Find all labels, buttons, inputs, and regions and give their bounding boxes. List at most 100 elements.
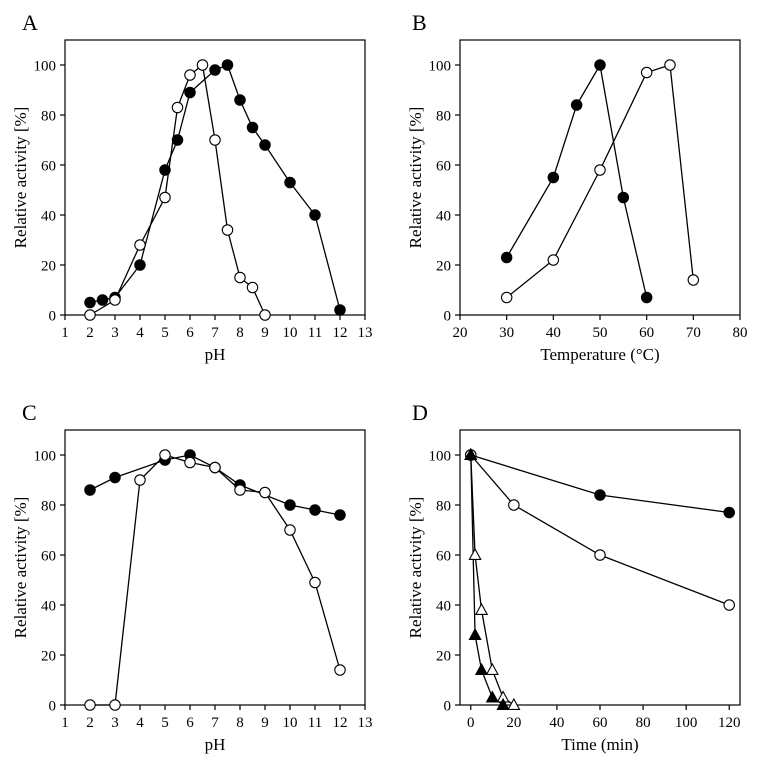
marker-open: [501, 292, 511, 302]
panel-A: A12345678910111213020406080100pHRelative…: [11, 10, 373, 364]
marker-filled: [595, 60, 605, 70]
marker-open: [110, 295, 120, 305]
xtick-label: 80: [636, 715, 651, 731]
marker-filled: [97, 295, 107, 305]
marker-open-circle: [595, 550, 605, 560]
ytick-label: 80: [41, 498, 56, 514]
xtick-label: 4: [136, 325, 144, 341]
marker-open: [260, 310, 270, 320]
xtick-label: 4: [136, 715, 144, 731]
xtick-label: 20: [453, 325, 468, 341]
marker-filled-triangle: [469, 629, 480, 639]
xtick-label: 0: [467, 715, 475, 731]
marker-filled: [641, 292, 651, 302]
marker-filled: [571, 100, 581, 110]
ytick-label: 0: [444, 698, 452, 714]
marker-filled: [135, 260, 145, 270]
xtick-label: 8: [236, 325, 244, 341]
marker-filled: [335, 305, 345, 315]
marker-open: [160, 192, 170, 202]
marker-filled: [335, 510, 345, 520]
xtick-label: 100: [675, 715, 698, 731]
ytick-label: 60: [436, 158, 451, 174]
marker-filled: [185, 87, 195, 97]
marker-filled: [110, 472, 120, 482]
ylabel: Relative activity [%]: [406, 107, 425, 249]
panel-D: D020406080100120020406080100Time (min)Re…: [406, 400, 740, 754]
marker-open: [641, 67, 651, 77]
marker-filled: [310, 210, 320, 220]
marker-open: [235, 485, 245, 495]
marker-filled: [285, 177, 295, 187]
ytick-label: 80: [436, 108, 451, 124]
ytick-label: 0: [49, 698, 57, 714]
marker-filled: [247, 122, 257, 132]
series-line-open-circle: [471, 455, 729, 605]
xlabel: pH: [205, 735, 226, 754]
marker-filled: [501, 252, 511, 262]
marker-filled-triangle: [476, 664, 487, 674]
ytick-label: 0: [49, 308, 57, 324]
marker-open: [85, 310, 95, 320]
marker-open: [235, 272, 245, 282]
marker-open: [247, 282, 257, 292]
panel-B: B20304050607080020406080100Temperature (…: [406, 10, 748, 364]
ytick-label: 60: [41, 548, 56, 564]
xtick-label: 1: [61, 715, 69, 731]
xtick-label: 30: [499, 325, 514, 341]
marker-open: [688, 275, 698, 285]
series-line-open: [507, 65, 694, 298]
xtick-label: 13: [358, 325, 373, 341]
xtick-label: 1: [61, 325, 69, 341]
xlabel: pH: [205, 345, 226, 364]
marker-open: [210, 135, 220, 145]
marker-open: [548, 255, 558, 265]
marker-open: [135, 240, 145, 250]
marker-filled: [160, 165, 170, 175]
ytick-label: 20: [436, 258, 451, 274]
axes-box: [460, 40, 740, 315]
ytick-label: 40: [41, 208, 56, 224]
xtick-label: 40: [549, 715, 564, 731]
xtick-label: 9: [261, 325, 269, 341]
panel-C: C12345678910111213020406080100pHRelative…: [11, 400, 373, 754]
xtick-label: 11: [308, 715, 322, 731]
ytick-label: 80: [436, 498, 451, 514]
xtick-label: 60: [639, 325, 654, 341]
marker-filled: [618, 192, 628, 202]
ytick-label: 20: [436, 648, 451, 664]
xtick-label: 6: [186, 325, 194, 341]
marker-open-triangle: [508, 699, 519, 709]
marker-filled: [260, 140, 270, 150]
ytick-label: 80: [41, 108, 56, 124]
ytick-label: 20: [41, 258, 56, 274]
marker-open: [310, 577, 320, 587]
marker-filled: [210, 65, 220, 75]
xtick-label: 50: [593, 325, 608, 341]
xtick-label: 120: [718, 715, 741, 731]
xtick-label: 9: [261, 715, 269, 731]
marker-open-triangle: [476, 604, 487, 614]
ylabel: Relative activity [%]: [406, 497, 425, 639]
ytick-label: 40: [436, 208, 451, 224]
marker-open: [210, 462, 220, 472]
marker-open-triangle: [469, 549, 480, 559]
axes-box: [65, 40, 365, 315]
xtick-label: 70: [686, 325, 701, 341]
marker-open: [185, 457, 195, 467]
marker-open: [665, 60, 675, 70]
xtick-label: 2: [86, 325, 94, 341]
ytick-label: 40: [41, 598, 56, 614]
figure-svg: A12345678910111213020406080100pHRelative…: [0, 0, 779, 765]
xlabel: Time (min): [561, 735, 638, 754]
xtick-label: 12: [333, 715, 348, 731]
xtick-label: 7: [211, 325, 219, 341]
panel-letter-A: A: [22, 10, 38, 35]
ytick-label: 100: [34, 448, 57, 464]
xtick-label: 2: [86, 715, 94, 731]
ytick-label: 60: [436, 548, 451, 564]
marker-filled: [172, 135, 182, 145]
marker-open-circle: [509, 500, 519, 510]
xtick-label: 80: [733, 325, 748, 341]
xtick-label: 20: [506, 715, 521, 731]
